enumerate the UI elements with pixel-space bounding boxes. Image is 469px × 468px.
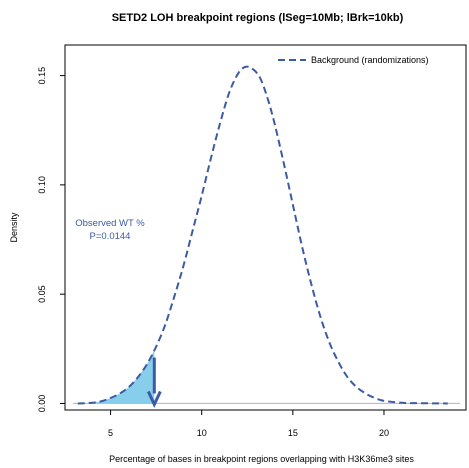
- plot-area: [73, 65, 460, 409]
- legend: Background (randomizations): [278, 55, 429, 65]
- chart-title: SETD2 LOH breakpoint regions (lSeg=10Mb;…: [112, 12, 404, 24]
- x-tick-label: 5: [108, 428, 113, 438]
- observed-annotation: Observed WT % P=0.0144: [75, 218, 145, 242]
- background-density-line: [77, 65, 448, 405]
- y-tick-label: 0.15: [37, 67, 47, 85]
- annotation-line: P=0.0144: [90, 231, 131, 242]
- plot-frame: [64, 44, 467, 411]
- observed-arrow-head: [146, 390, 162, 409]
- x-axis: 5 10 15 20: [108, 410, 389, 438]
- y-tick-label: 0.10: [37, 176, 47, 194]
- shaded-tail-area: [77, 350, 155, 404]
- x-axis-label: Percentage of bases in breakpoint region…: [109, 454, 414, 464]
- annotation-line: Observed WT %: [75, 218, 145, 229]
- x-tick-label: 15: [288, 428, 298, 438]
- y-tick-label: 0.05: [37, 285, 47, 303]
- x-tick-label: 20: [379, 428, 389, 438]
- x-tick-label: 10: [197, 428, 207, 438]
- y-axis: 0.00 0.05 0.10 0.15: [37, 67, 65, 412]
- legend-label: Background (randomizations): [311, 55, 429, 65]
- y-tick-label: 0.00: [37, 395, 47, 413]
- y-axis-label: Density: [9, 212, 19, 243]
